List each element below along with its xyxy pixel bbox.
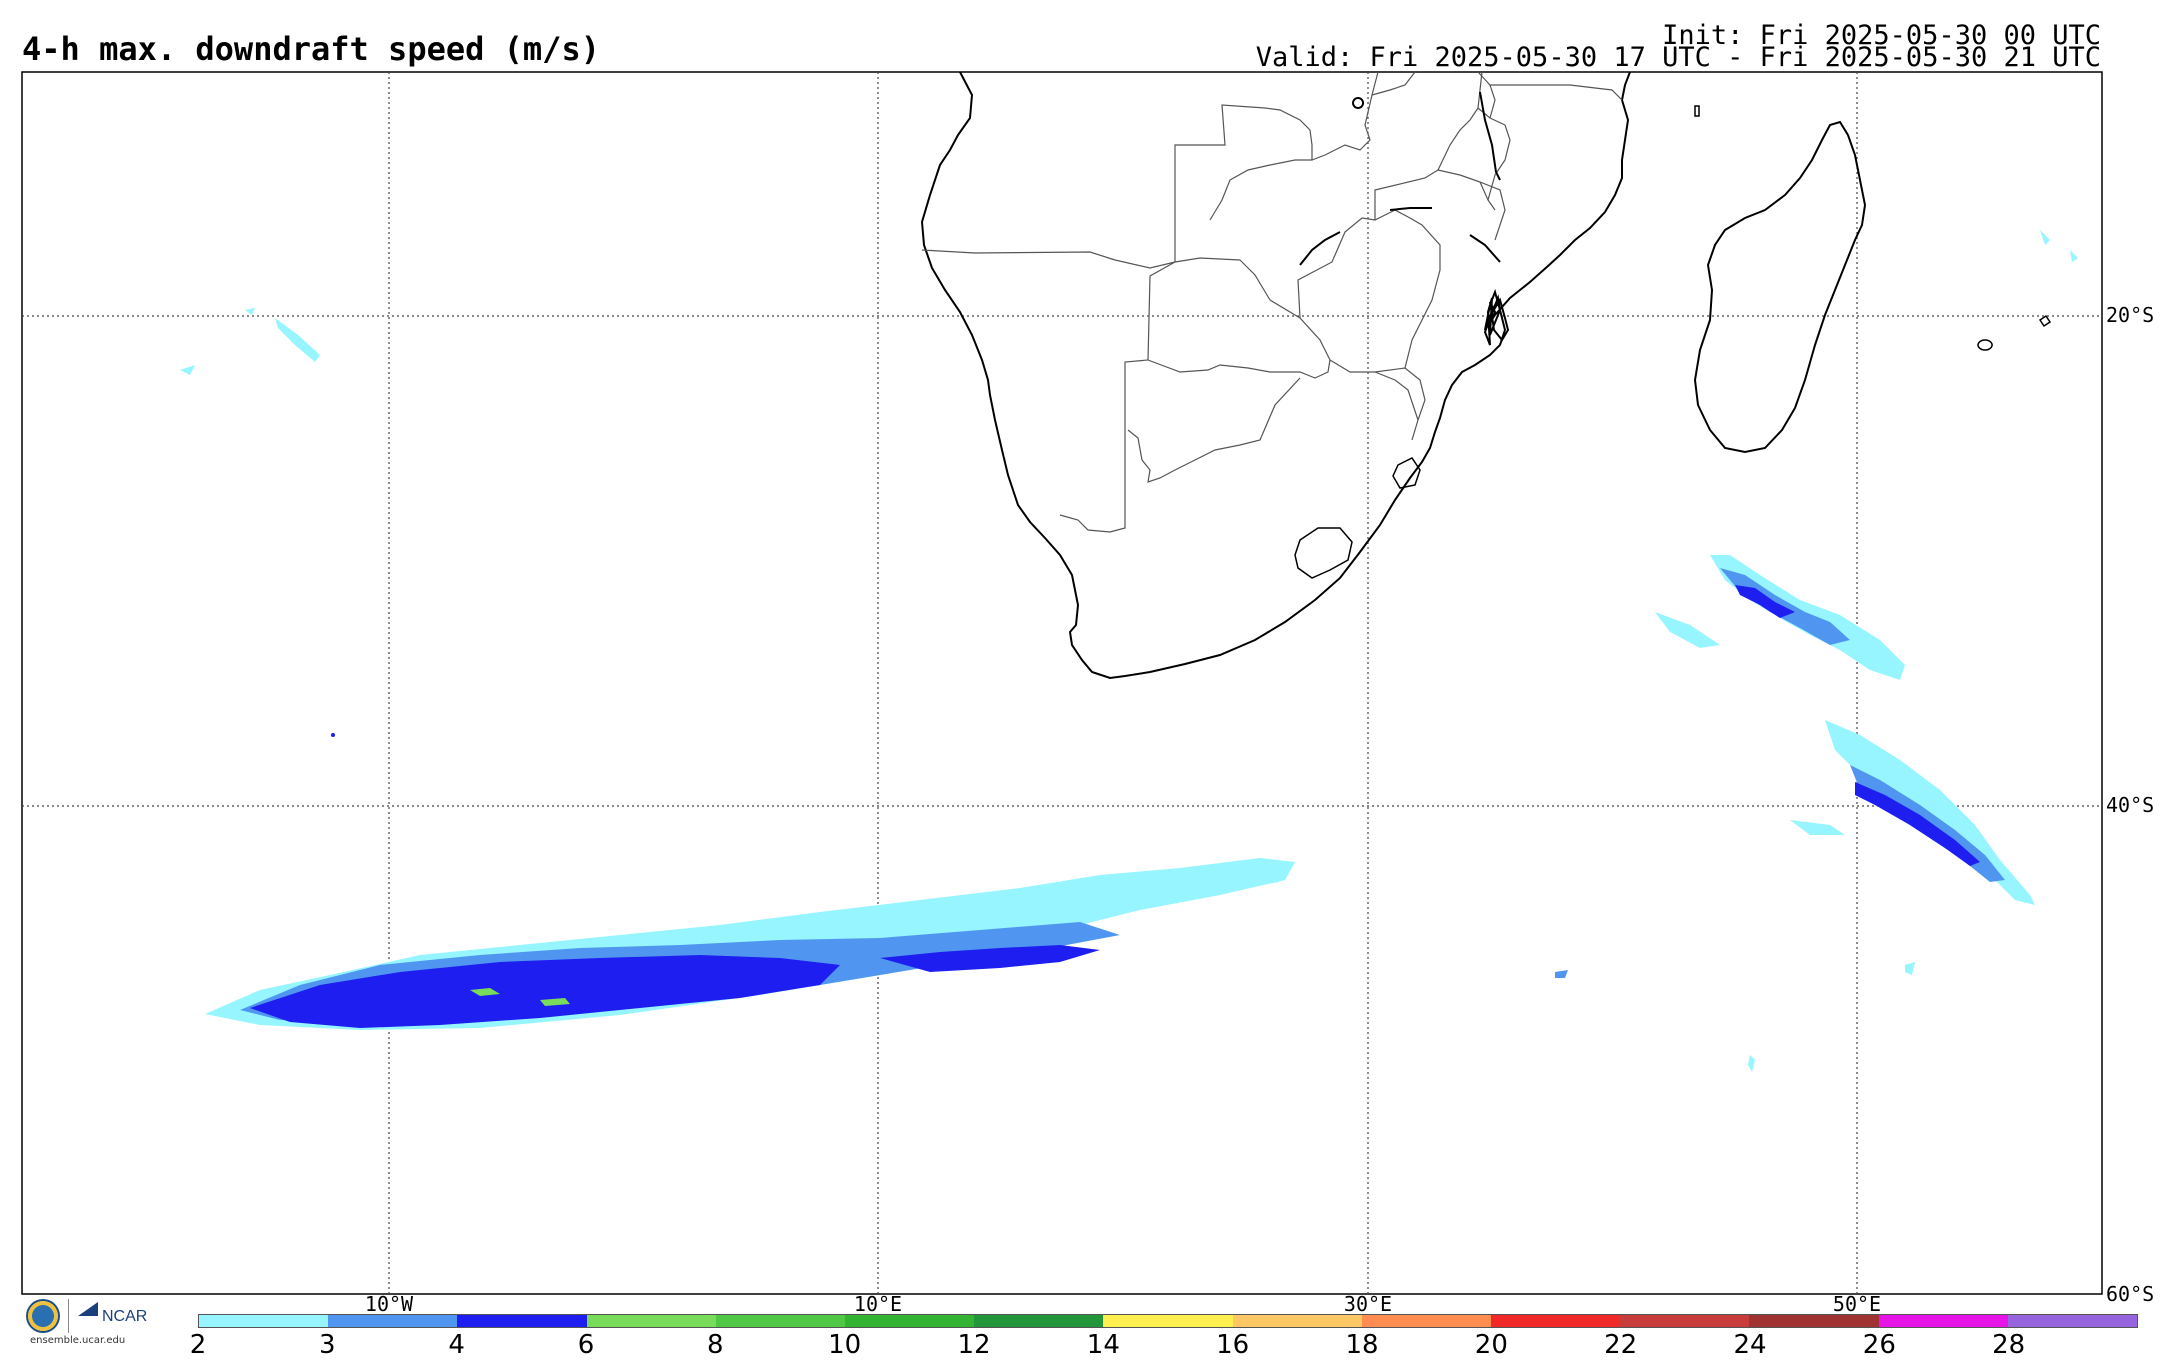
lake-kariba	[1299, 231, 1341, 266]
colorbar-segment	[1232, 1315, 1362, 1327]
colorbar-tick-label: 26	[1862, 1330, 1896, 1360]
downdraft-swath-southwest-indian-ocean	[1555, 555, 2035, 1072]
colorbar-tick-label: 12	[957, 1330, 991, 1360]
lon-label-30e: 30°E	[1343, 1292, 1393, 1316]
lat-label-60s: 60°S	[2106, 1282, 2155, 1306]
init-time: Init: Fri 2025-05-30 00 UTC	[1662, 20, 2101, 51]
site-url: ensemble.ucar.edu	[30, 1335, 126, 1346]
downdraft-scattered-cells	[180, 230, 2078, 375]
colorbar-segment	[974, 1315, 1104, 1327]
colorbar	[198, 1314, 2138, 1328]
madagascar	[1693, 120, 1867, 454]
lesotho	[1294, 527, 1353, 579]
colorbar-tick-label: 28	[1992, 1330, 2026, 1360]
logo-area: NCAR ensemble.ucar.edu	[24, 1297, 174, 1349]
colorbar-tick-label: 6	[577, 1330, 595, 1360]
map-frame	[21, 71, 2103, 1295]
lake-small	[1352, 97, 1365, 109]
logo-divider	[68, 1299, 69, 1333]
downdraft-isolated-cell	[331, 733, 335, 737]
small-island-3	[1694, 105, 1700, 117]
lat-label-20s: 20°S	[2106, 303, 2155, 327]
small-island	[1977, 339, 1993, 351]
colorbar-tick-label: 10	[828, 1330, 862, 1360]
africa-coastline	[920, 71, 1510, 680]
colorbar-segment	[457, 1315, 587, 1327]
lake-cahora-bassa	[1389, 207, 1432, 211]
colorbar-tick-label: 18	[1345, 1330, 1379, 1360]
valid-time: Valid: Fri 2025-05-30 17 UTC - Fri 2025-…	[1255, 42, 2101, 73]
lon-label-10e: 10°E	[853, 1292, 903, 1316]
ncar-logo-icon	[78, 1302, 98, 1316]
colorbar-segment	[586, 1315, 716, 1327]
colorbar-segment	[1620, 1315, 1750, 1327]
small-island-2	[2038, 314, 2052, 328]
colorbar-tick-label: 3	[319, 1330, 336, 1360]
colorbar-tick-label: 4	[448, 1330, 465, 1360]
colorbar-tick-label: 2	[189, 1330, 207, 1360]
colorbar-tick-label: 24	[1733, 1330, 1767, 1360]
africa-east-coast	[1484, 71, 1631, 331]
colorbar-tick-label: 14	[1086, 1330, 1120, 1360]
colorbar-segment	[199, 1315, 329, 1327]
country-borders	[921, 71, 1623, 533]
colorbar-tick-label: 22	[1604, 1330, 1638, 1360]
colorbar-segment	[328, 1315, 458, 1327]
colorbar-tick-label: 16	[1216, 1330, 1250, 1360]
colorbar-tick-label: 8	[707, 1330, 724, 1360]
colorbar-segment	[845, 1315, 975, 1327]
colorbar-segment	[1491, 1315, 1621, 1327]
ncar-logo-text: NCAR	[102, 1308, 148, 1325]
lat-label-40s: 40°S	[2106, 793, 2155, 817]
nsf-logo	[26, 1299, 60, 1333]
lake-bay	[1469, 234, 1501, 263]
colorbar-segment	[1103, 1315, 1233, 1327]
colorbar-segment	[1361, 1315, 1492, 1327]
lake-malawi	[1479, 91, 1501, 181]
lon-label-50e: 50°E	[1832, 1292, 1882, 1316]
colorbar-segment	[2007, 1315, 2138, 1327]
downdraft-swath-south-atlantic	[205, 858, 1295, 1030]
colorbar-segment	[1749, 1315, 1879, 1327]
colorbar-segment	[715, 1315, 846, 1327]
graticule	[22, 72, 2102, 1294]
colorbar-tick-label: 20	[1474, 1330, 1508, 1360]
map-title: 4-h max. downdraft speed (m/s)	[22, 30, 600, 68]
eswatini	[1392, 457, 1421, 489]
lon-label-10w: 10°W	[364, 1292, 414, 1316]
colorbar-segment	[1878, 1315, 2008, 1327]
